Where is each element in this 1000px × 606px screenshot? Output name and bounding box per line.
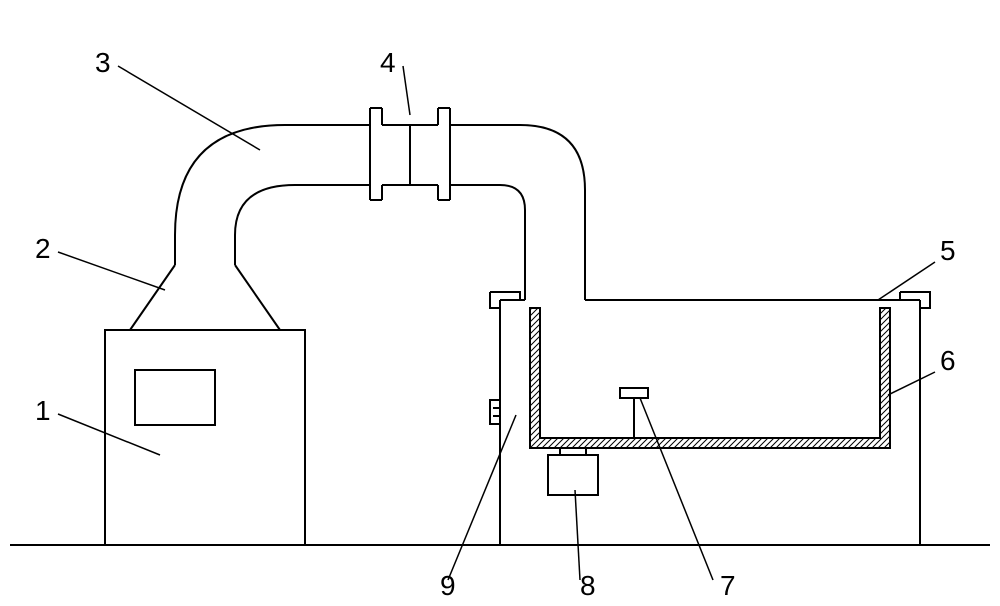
label-2: 2 [35,233,51,264]
pipe-outer [175,125,585,300]
label-3: 3 [95,47,111,78]
sensor [620,388,648,438]
label-6: 6 [940,345,956,376]
flange [370,108,450,200]
label-4: 4 [380,47,396,78]
left-box [105,330,305,545]
drain-box [548,448,598,495]
leaders [58,66,935,580]
inner-vessel [530,308,890,448]
label-5: 5 [940,235,956,266]
right-tank [490,292,930,545]
port [490,400,500,424]
pipe-inner [235,185,525,300]
label-8: 8 [580,570,596,601]
label-9: 9 [440,570,456,601]
left-box-panel [135,370,215,425]
funnel [130,265,280,330]
label-1: 1 [35,395,51,426]
label-7: 7 [720,570,736,601]
